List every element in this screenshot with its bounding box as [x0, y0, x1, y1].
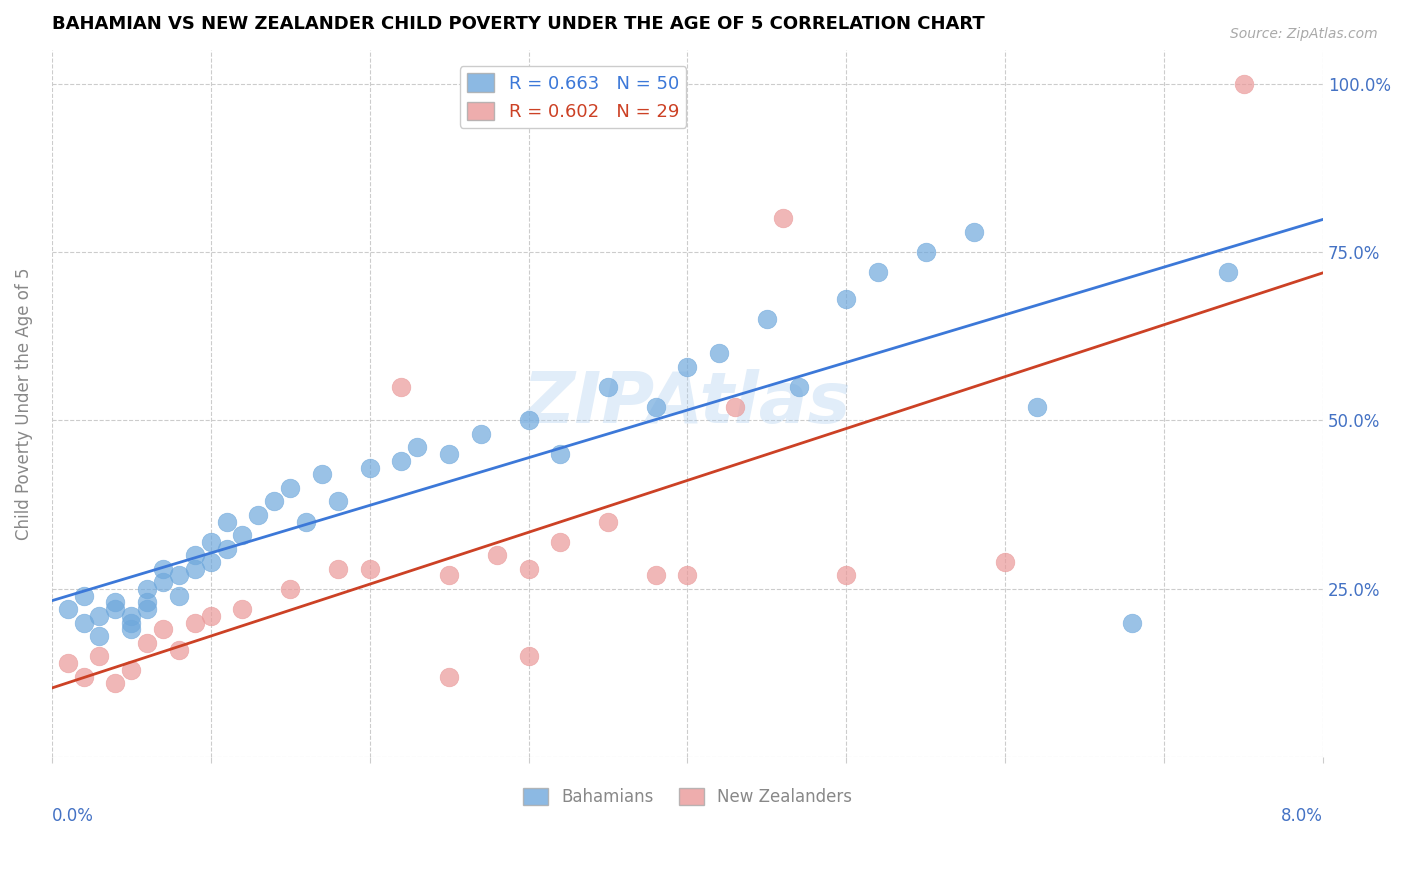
Text: Source: ZipAtlas.com: Source: ZipAtlas.com	[1230, 27, 1378, 41]
Point	[231, 602, 253, 616]
Point	[89, 608, 111, 623]
Point	[200, 608, 222, 623]
Point	[787, 380, 810, 394]
Legend: Bahamians, New Zealanders: Bahamians, New Zealanders	[516, 781, 859, 813]
Point	[152, 623, 174, 637]
Point	[104, 602, 127, 616]
Point	[215, 515, 238, 529]
Point	[437, 669, 460, 683]
Point	[295, 515, 318, 529]
Point	[56, 656, 79, 670]
Point	[389, 454, 412, 468]
Point	[120, 615, 142, 630]
Point	[755, 312, 778, 326]
Point	[676, 359, 699, 374]
Point	[136, 636, 159, 650]
Point	[104, 595, 127, 609]
Point	[437, 568, 460, 582]
Point	[56, 602, 79, 616]
Point	[215, 541, 238, 556]
Point	[200, 555, 222, 569]
Point	[517, 649, 540, 664]
Point	[1121, 615, 1143, 630]
Point	[72, 589, 94, 603]
Point	[359, 562, 381, 576]
Point	[550, 447, 572, 461]
Point	[263, 494, 285, 508]
Point	[136, 595, 159, 609]
Point	[914, 245, 936, 260]
Point	[136, 602, 159, 616]
Point	[278, 481, 301, 495]
Point	[326, 562, 349, 576]
Point	[120, 608, 142, 623]
Point	[470, 426, 492, 441]
Point	[868, 265, 890, 279]
Point	[1233, 77, 1256, 91]
Point	[184, 548, 207, 562]
Point	[709, 346, 731, 360]
Point	[326, 494, 349, 508]
Point	[550, 534, 572, 549]
Point	[644, 400, 666, 414]
Point	[72, 669, 94, 683]
Point	[167, 642, 190, 657]
Point	[120, 663, 142, 677]
Point	[104, 676, 127, 690]
Point	[437, 447, 460, 461]
Point	[359, 460, 381, 475]
Point	[89, 629, 111, 643]
Point	[389, 380, 412, 394]
Text: BAHAMIAN VS NEW ZEALANDER CHILD POVERTY UNDER THE AGE OF 5 CORRELATION CHART: BAHAMIAN VS NEW ZEALANDER CHILD POVERTY …	[52, 15, 984, 33]
Text: 0.0%: 0.0%	[52, 807, 94, 825]
Point	[152, 562, 174, 576]
Point	[835, 292, 858, 306]
Point	[596, 515, 619, 529]
Point	[517, 562, 540, 576]
Point	[278, 582, 301, 596]
Point	[1026, 400, 1049, 414]
Text: ZIPAtlas: ZIPAtlas	[523, 369, 852, 438]
Point	[152, 575, 174, 590]
Point	[994, 555, 1017, 569]
Point	[231, 528, 253, 542]
Point	[167, 568, 190, 582]
Point	[72, 615, 94, 630]
Point	[406, 441, 429, 455]
Point	[200, 534, 222, 549]
Point	[596, 380, 619, 394]
Point	[644, 568, 666, 582]
Y-axis label: Child Poverty Under the Age of 5: Child Poverty Under the Age of 5	[15, 268, 32, 540]
Point	[485, 548, 508, 562]
Point	[676, 568, 699, 582]
Point	[167, 589, 190, 603]
Point	[311, 467, 333, 482]
Text: 8.0%: 8.0%	[1281, 807, 1323, 825]
Point	[517, 413, 540, 427]
Point	[184, 615, 207, 630]
Point	[184, 562, 207, 576]
Point	[136, 582, 159, 596]
Point	[89, 649, 111, 664]
Point	[962, 225, 984, 239]
Point	[724, 400, 747, 414]
Point	[835, 568, 858, 582]
Point	[772, 211, 794, 226]
Point	[1216, 265, 1239, 279]
Point	[247, 508, 270, 522]
Point	[120, 623, 142, 637]
